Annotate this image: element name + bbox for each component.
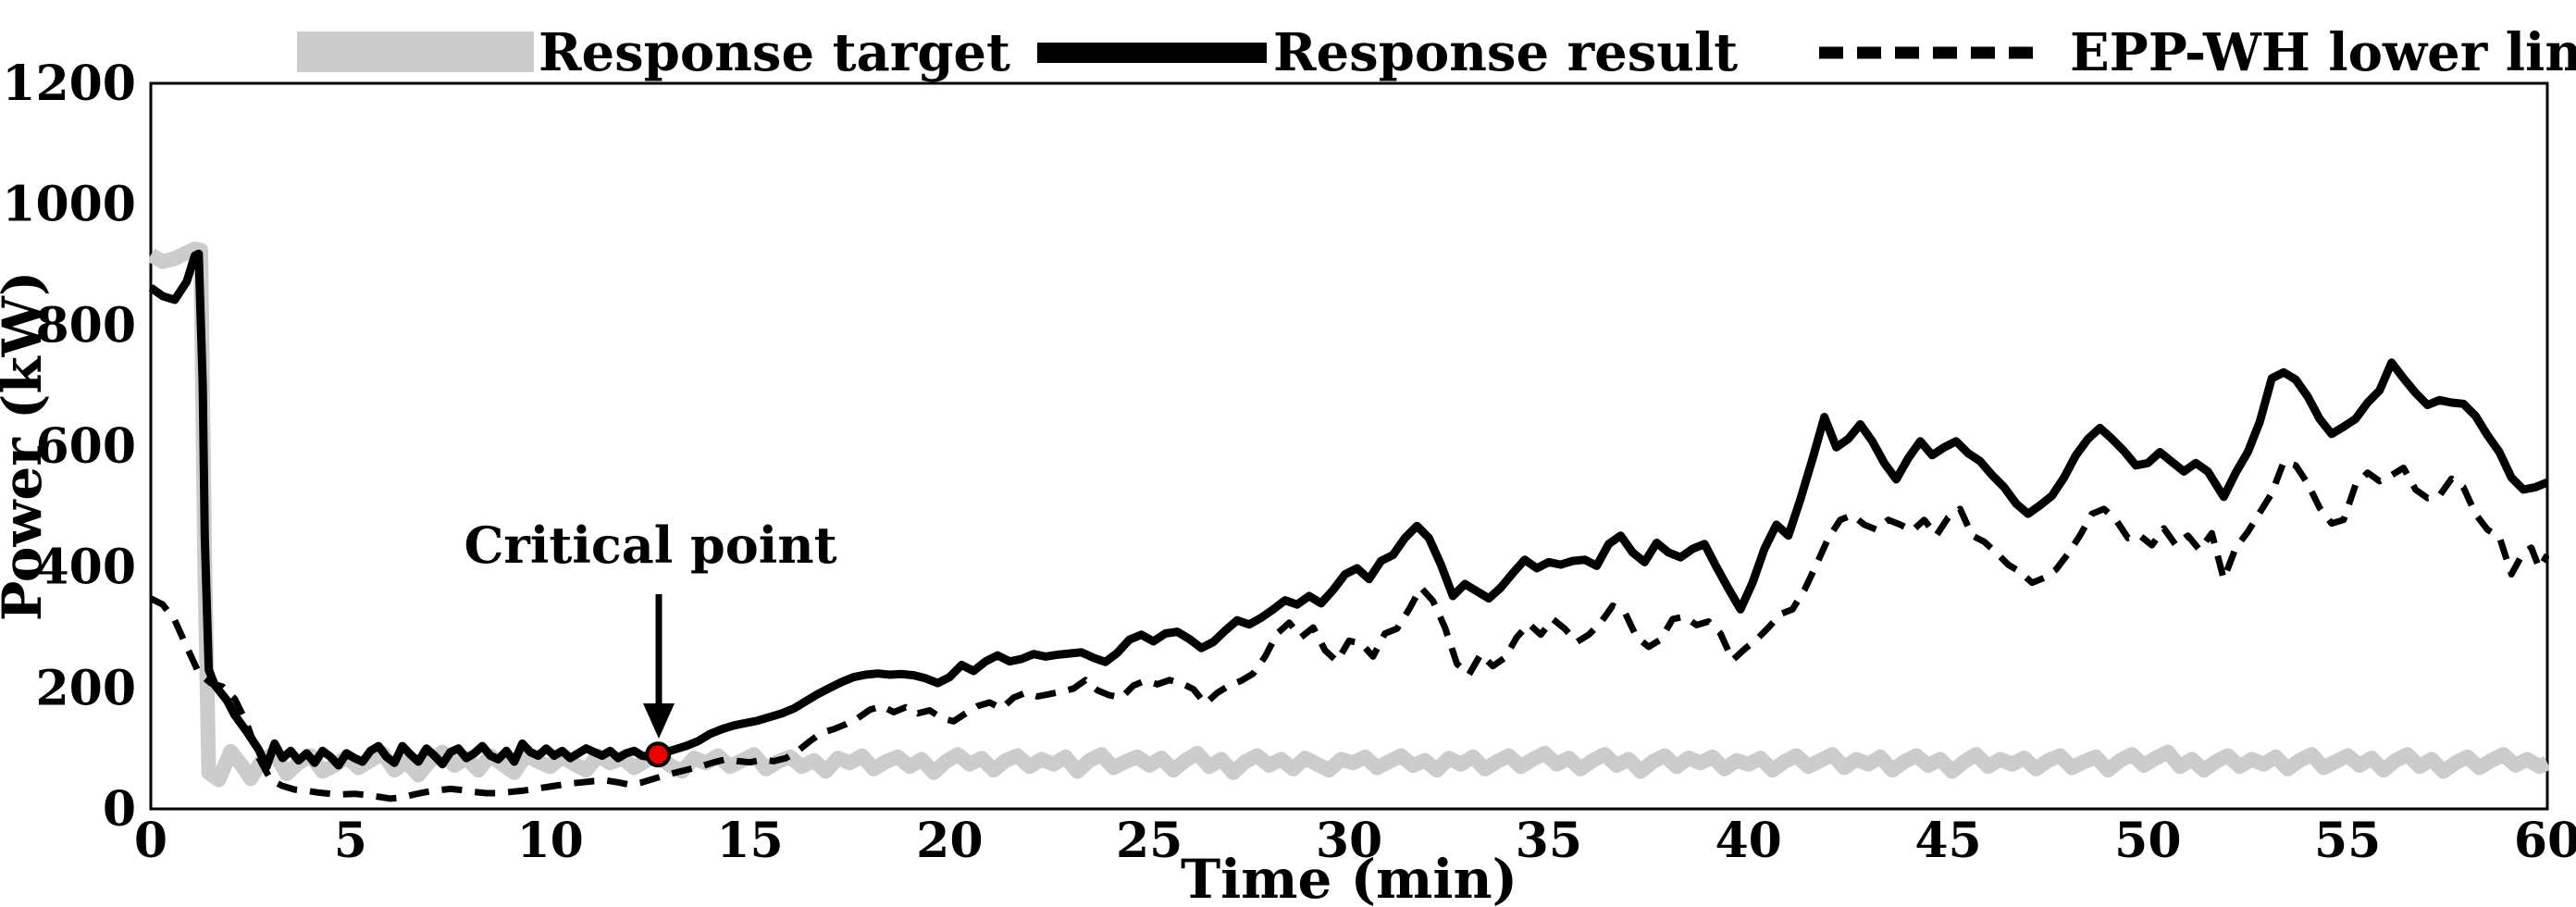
x-tick-label: 5	[334, 813, 367, 869]
x-tick-label: 45	[1914, 813, 1981, 869]
y-tick-label: 0	[103, 781, 136, 838]
critical-point-marker	[645, 741, 672, 768]
x-tick-label: 35	[1516, 813, 1582, 869]
x-tick-label: 15	[716, 813, 783, 869]
x-tick-label: 0	[134, 813, 167, 869]
annotation-critical-point: Critical point	[464, 516, 837, 768]
legend-item-response-target: Response target	[297, 22, 1010, 83]
x-axis-title: Time (min)	[1181, 848, 1517, 907]
y-tick-label: 400	[35, 540, 136, 596]
y-axis-title: Power (kW)	[0, 271, 54, 622]
series-response-target	[149, 242, 2549, 788]
y-tick-label: 600	[35, 418, 136, 475]
x-axis-tick-labels: 0 5 10 15 20 25 30 35 40 45 50 55 60	[134, 813, 2576, 869]
series-lines	[149, 242, 2549, 802]
legend-label-epp-wh-lower-limit: EPP-WH lower limit	[2070, 22, 2576, 83]
x-tick-label: 25	[1116, 813, 1183, 869]
legend-item-epp-wh-lower-limit: EPP-WH lower limit	[1819, 22, 2576, 83]
y-tick-label: 1200	[2, 56, 136, 112]
y-tick-label: 800	[35, 297, 136, 354]
legend-label-response-result: Response result	[1273, 22, 1738, 83]
legend: Response target Response result EPP-WH l…	[297, 22, 2576, 83]
plot-border	[149, 81, 2549, 811]
legend-item-response-result: Response result	[1037, 22, 1738, 83]
series-response-result	[149, 249, 2549, 771]
legend-swatch-response-target	[297, 31, 534, 72]
x-tick-label: 50	[2114, 813, 2181, 869]
y-tick-label: 1000	[2, 177, 136, 233]
x-tick-label: 40	[1715, 813, 1781, 869]
y-tick-label: 200	[35, 660, 136, 716]
series-epp-wh-lower-limit	[149, 458, 2549, 802]
annotation-label: Critical point	[464, 516, 836, 575]
x-tick-label: 30	[1316, 813, 1382, 869]
x-tick-label: 10	[516, 813, 583, 869]
x-tick-label: 55	[2314, 813, 2381, 869]
annotation-arrowhead-icon	[643, 703, 675, 739]
legend-label-response-target: Response target	[539, 22, 1010, 83]
x-tick-label: 60	[2514, 813, 2576, 869]
x-tick-label: 20	[916, 813, 983, 869]
y-axis-tick-labels: 0 200 400 600 800 1000 1200	[2, 56, 136, 838]
